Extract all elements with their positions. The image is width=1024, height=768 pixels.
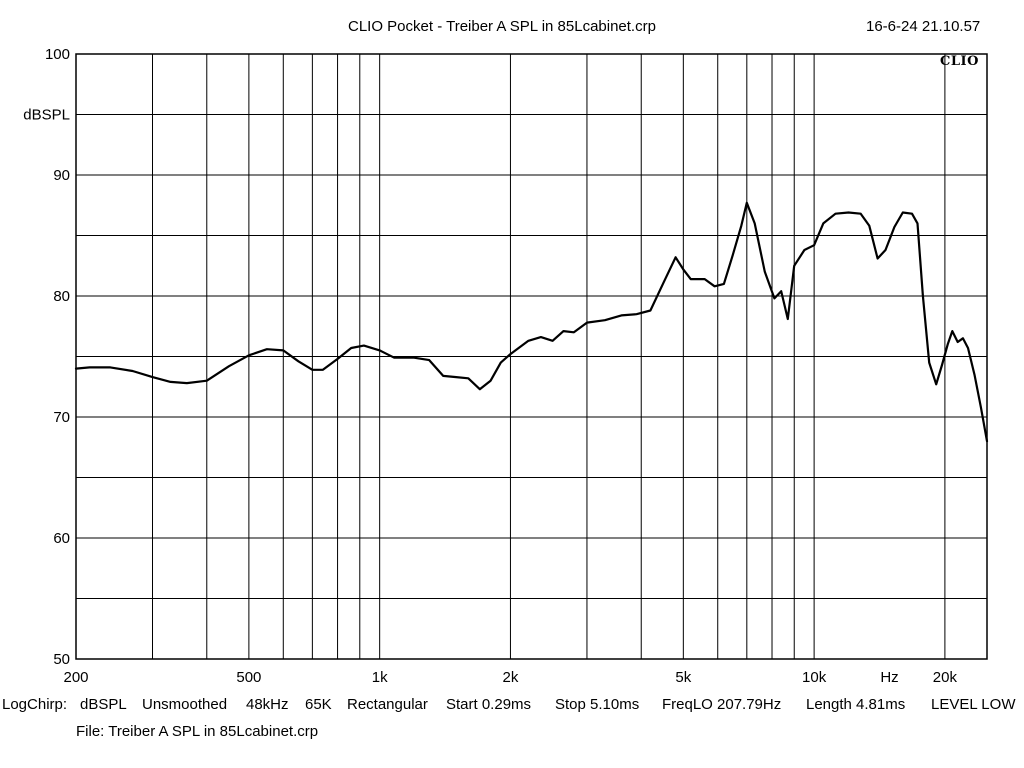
- grid-layer: [76, 54, 987, 659]
- y-tick-label: 80: [53, 288, 70, 305]
- y-tick-label: 70: [53, 409, 70, 426]
- x-tick-label: 2k: [503, 669, 519, 686]
- y-tick-label: 100: [45, 46, 70, 63]
- timestamp: 16-6-24 21.10.57: [866, 18, 981, 35]
- x-tick-label: 200: [63, 669, 88, 686]
- clio-brand-mark: CLIO: [940, 54, 979, 69]
- x-tick-label: 5k: [675, 669, 691, 686]
- file-line: File: Treiber A SPL in 85Lcabinet.crp: [76, 723, 319, 740]
- x-tick-label: 1k: [372, 669, 388, 686]
- plot-frame: [75, 53, 988, 660]
- footer-samplerate: 48kHz: [246, 696, 289, 713]
- y-tick-label: 60: [53, 530, 70, 547]
- x-tick-label: 500: [236, 669, 261, 686]
- footer-level: LEVEL LOW: [931, 696, 1016, 713]
- footer-start: Start 0.29ms: [446, 696, 532, 713]
- footer-unit: dBSPL: [80, 696, 127, 713]
- footer-size: 65K: [305, 696, 332, 713]
- x-tick-label: 10k: [802, 669, 827, 686]
- footer-logchirp: LogChirp:: [2, 696, 68, 713]
- footer-smoothing: Unsmoothed: [142, 696, 228, 713]
- x-tick-label: 20k: [933, 669, 958, 686]
- x-axis-label: Hz: [880, 669, 898, 686]
- footer-freqlo: FreqLO 207.79Hz: [662, 696, 782, 713]
- spl-response-line: [74, 201, 989, 443]
- footer-stop: Stop 5.10ms: [555, 696, 640, 713]
- y-axis-label: dBSPL: [23, 107, 70, 124]
- chart-title: CLIO Pocket - Treiber A SPL in 85Lcabine…: [348, 18, 656, 35]
- series-layer: [74, 201, 989, 443]
- y-tick-label: 90: [53, 167, 70, 184]
- y-tick-label: 50: [53, 651, 70, 668]
- footer-length: Length 4.81ms: [806, 696, 906, 713]
- footer-window: Rectangular: [347, 696, 428, 713]
